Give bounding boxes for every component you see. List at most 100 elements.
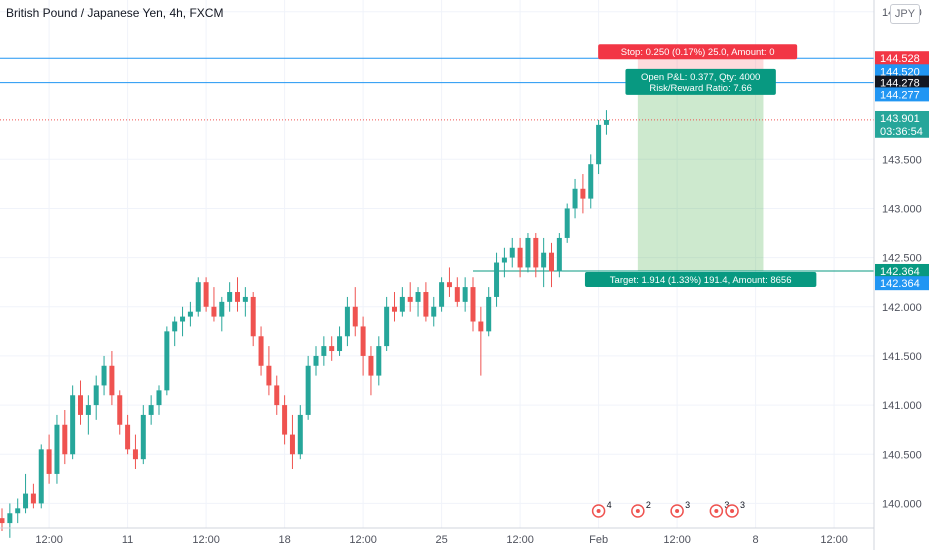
candle-body: [297, 414, 303, 455]
candle-body: [509, 247, 515, 258]
y-tick-label: 142.500: [882, 253, 922, 265]
price-tag: 144.528: [880, 53, 920, 65]
target-label: Target: 1.914 (1.33%) 191.4, Amount: 865…: [584, 271, 817, 287]
price-tag-bg: [875, 87, 929, 102]
y-tick-label: 140.500: [882, 449, 922, 461]
candle-body: [85, 405, 91, 415]
candle-body: [588, 164, 594, 199]
price-tag-bg: [875, 110, 929, 125]
event-count: 4: [607, 500, 612, 510]
candle-body: [384, 306, 390, 347]
candle-body: [572, 188, 578, 209]
candle-body: [125, 424, 131, 450]
candle-body: [533, 237, 539, 268]
candle-body: [541, 252, 547, 268]
candle-body: [203, 282, 209, 307]
candle-body: [321, 346, 327, 356]
event-marker: 3: [709, 500, 729, 518]
candle-body: [305, 365, 311, 415]
candle-body: [101, 365, 107, 386]
candle-body: [376, 346, 382, 376]
profit-zone: [637, 79, 764, 271]
candle-body: [494, 262, 500, 297]
candle-body: [462, 287, 468, 302]
candle-body: [30, 493, 36, 504]
price-tag: 142.364: [880, 266, 920, 278]
candle-body: [274, 385, 280, 406]
candle-body: [15, 508, 21, 514]
candle-body: [140, 414, 146, 460]
event-marker: 3: [725, 500, 745, 518]
price-tag: 144.520: [880, 66, 920, 78]
candle-body: [446, 282, 452, 288]
candle-body: [501, 257, 507, 263]
event-count: 3: [724, 500, 729, 510]
candle-body: [454, 287, 460, 302]
candle-body: [211, 306, 217, 317]
event-marker: 4: [591, 500, 612, 518]
candle-body: [235, 292, 240, 302]
event-dot: [635, 509, 640, 513]
x-tick-label: Feb: [589, 534, 608, 546]
candle-body: [596, 124, 602, 165]
candle-body: [109, 365, 115, 396]
chart-title: British Pound / Japanese Yen, 4h, FXCM: [6, 6, 224, 20]
event-dot: [730, 509, 735, 513]
x-tick-label: 12:00: [663, 534, 691, 546]
y-tick-label: 143.500: [882, 154, 922, 166]
x-tick-label: 12:00: [506, 534, 534, 546]
candle-body: [360, 326, 366, 356]
x-tick-label: 25: [435, 534, 447, 546]
candle-body: [282, 405, 288, 435]
candle-body: [266, 365, 272, 386]
candle-body: [195, 282, 201, 312]
price-tag: 03:36:54: [880, 126, 923, 138]
candle-body: [368, 355, 374, 376]
price-tag: 144.277: [880, 89, 920, 101]
event-count: 3: [740, 500, 745, 510]
event-dot: [714, 509, 719, 513]
candle-body: [250, 296, 256, 337]
y-tick-label: 140.000: [882, 498, 922, 510]
x-tick-label: 18: [278, 534, 290, 546]
candle-body: [525, 237, 531, 268]
candle-body: [337, 336, 343, 352]
stop-label-bg: [598, 44, 798, 60]
price-tag-bg: [875, 123, 929, 138]
candle-body: [313, 355, 319, 366]
candle-body: [78, 395, 83, 415]
price-tag: 142.364: [880, 278, 920, 290]
candle-body: [7, 513, 13, 524]
stop-label-text: Stop: 0.250 (0.17%) 25.0, Amount: 0: [621, 47, 775, 58]
candle-body: [289, 434, 295, 455]
price-tag-bg: [875, 276, 929, 291]
x-tick-label: 8: [753, 534, 759, 546]
x-tick-label: 12:00: [820, 534, 848, 546]
candle-body: [132, 449, 138, 460]
y-tick-label: 141.000: [882, 400, 922, 412]
price-tag-bg: [875, 64, 929, 79]
price-tag-bg: [875, 51, 929, 66]
pnl-label-text: Open P&L: 0.377, Qty: 4000: [641, 72, 760, 83]
price-tag: 143.901: [880, 113, 920, 125]
candle-body: [70, 395, 76, 455]
x-tick-label: 12:00: [349, 534, 377, 546]
x-tick-label: 12:00: [35, 534, 63, 546]
candle-body: [23, 493, 29, 509]
event-dot: [675, 509, 680, 513]
candle-body: [423, 292, 429, 317]
candle-body: [0, 518, 5, 524]
candle-body: [227, 292, 233, 302]
stop-label: Stop: 0.250 (0.17%) 25.0, Amount: 0: [598, 44, 798, 60]
candle-body: [564, 208, 570, 238]
candle-body: [352, 306, 358, 327]
y-tick-label: 142.000: [882, 302, 922, 314]
candle-body: [148, 405, 154, 415]
candle-body: [46, 449, 52, 474]
currency-button[interactable]: JPY: [890, 4, 920, 24]
candle-body: [329, 346, 335, 352]
candle-body: [38, 449, 44, 504]
